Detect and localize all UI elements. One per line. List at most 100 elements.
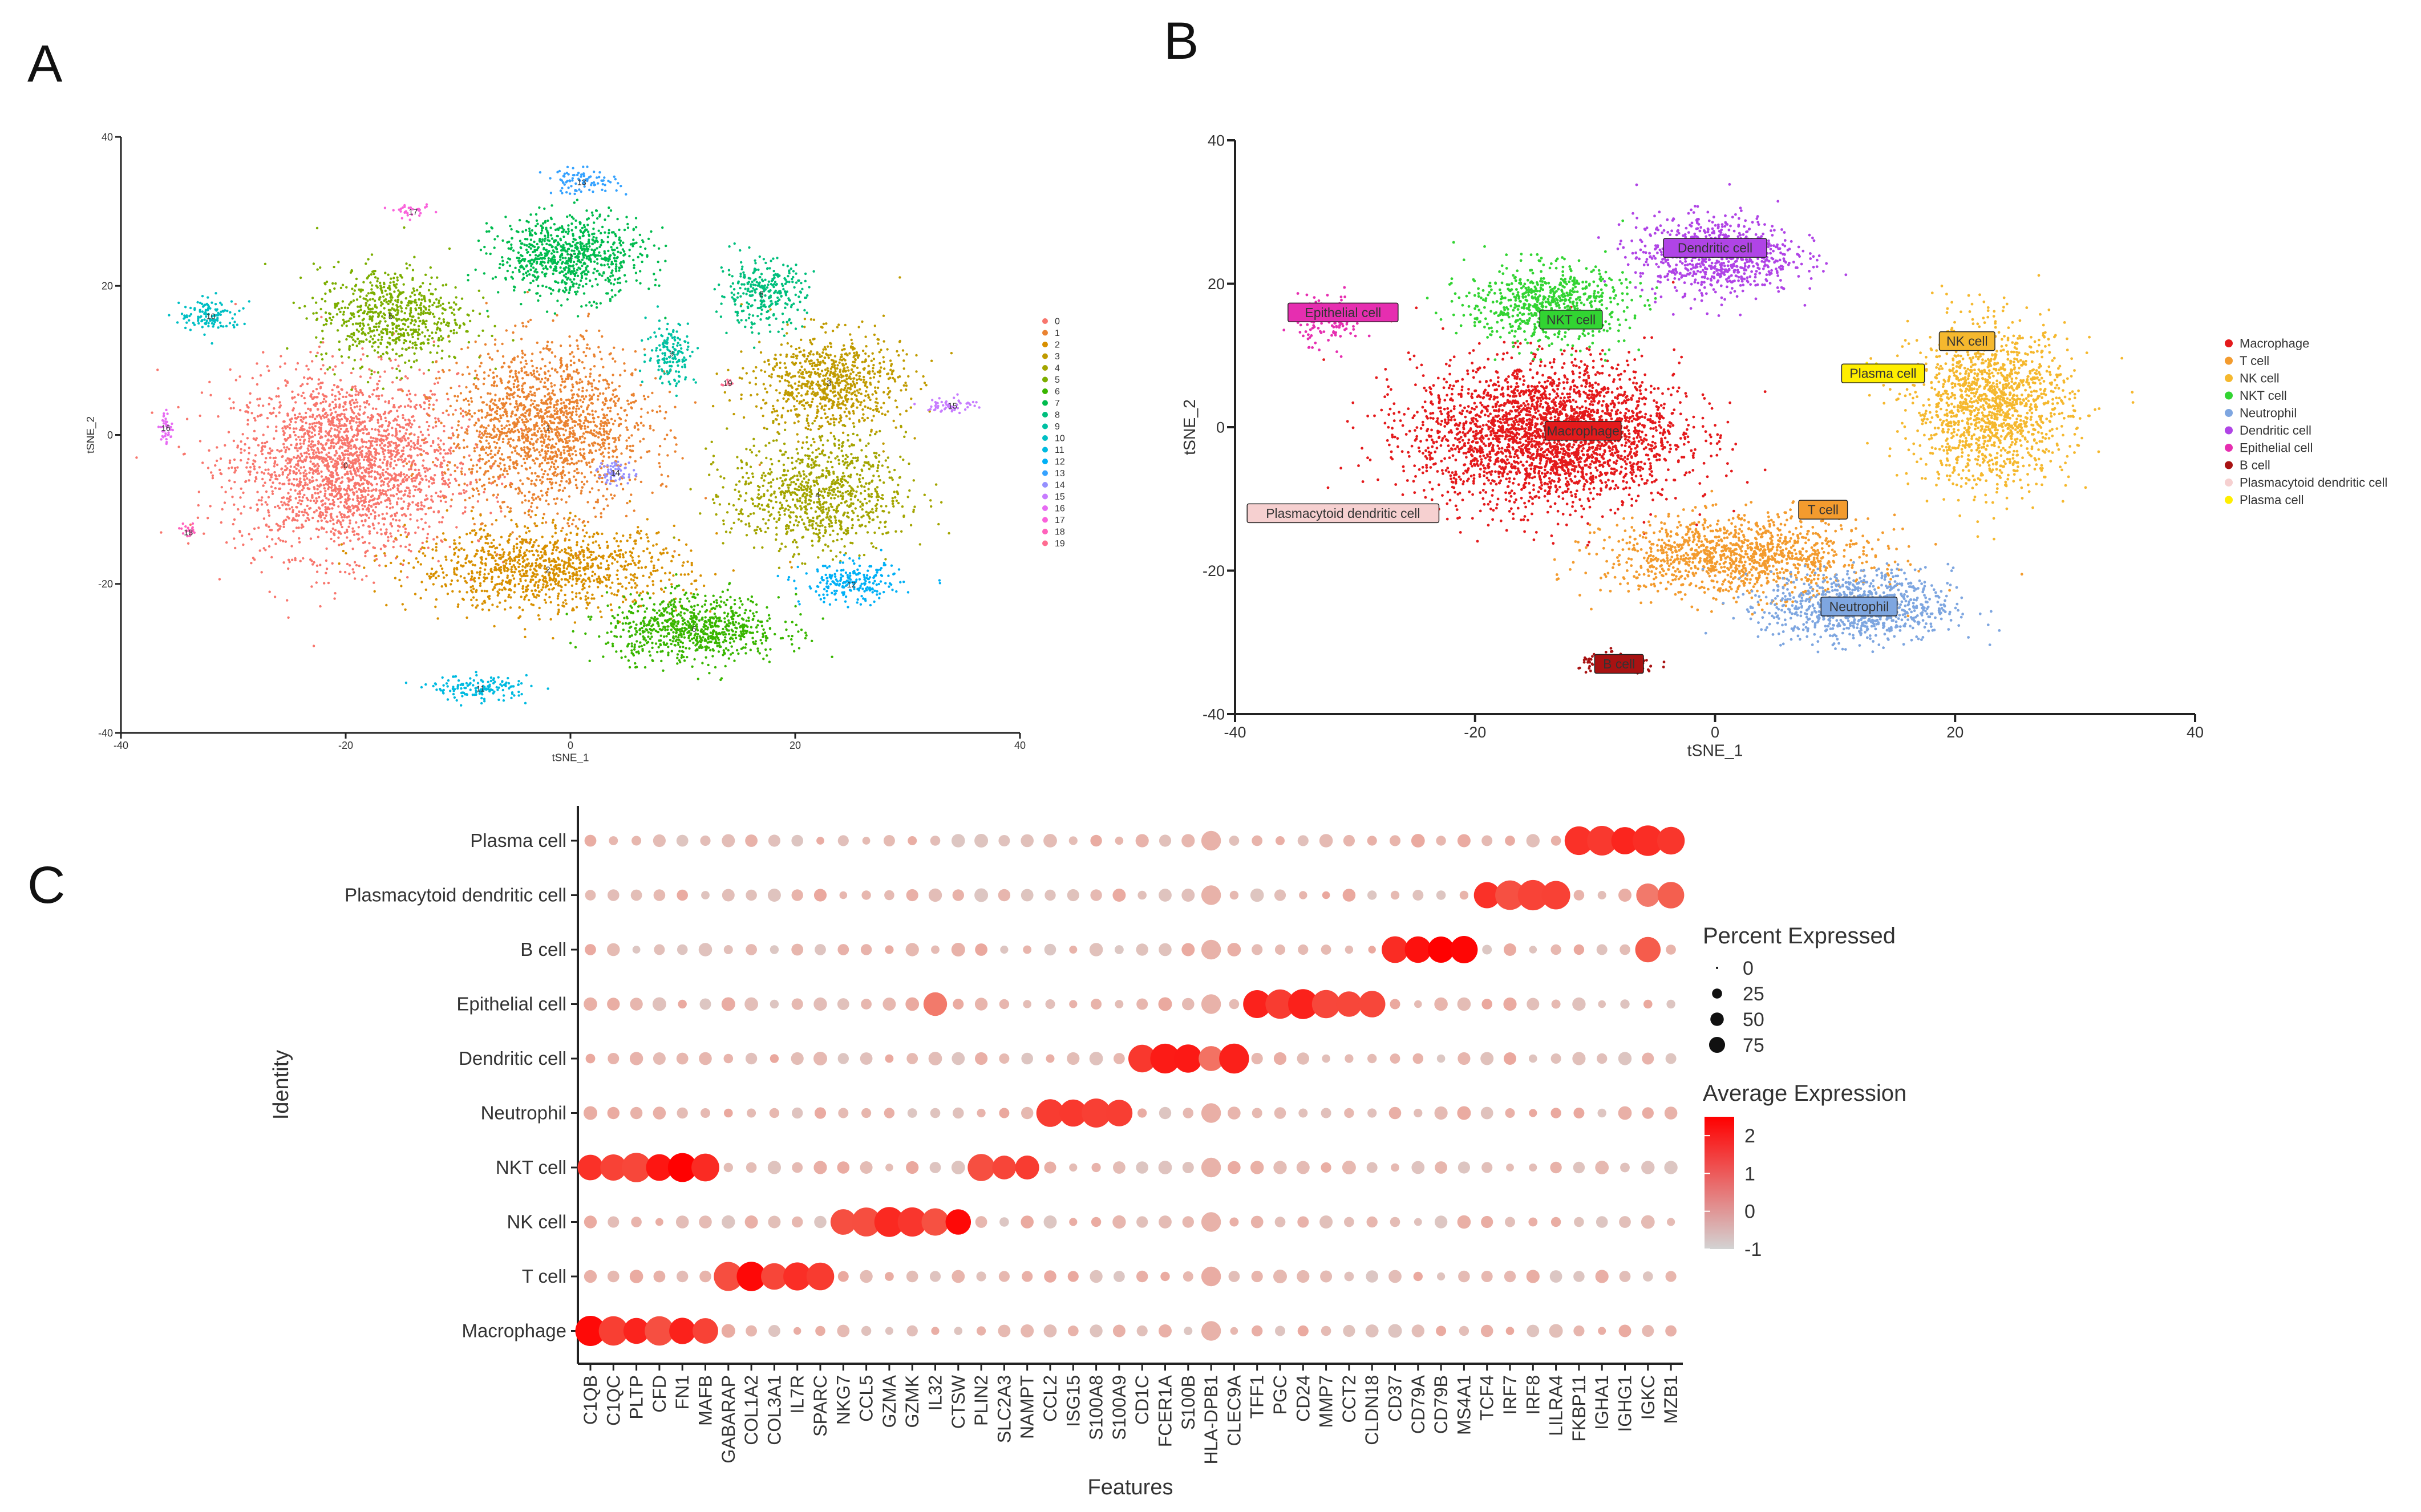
point	[357, 481, 359, 485]
point	[370, 453, 373, 456]
point	[302, 557, 305, 560]
point	[387, 400, 391, 403]
point	[265, 490, 268, 493]
point	[359, 446, 362, 449]
point	[337, 519, 340, 522]
point	[358, 414, 361, 416]
point	[371, 509, 375, 512]
point	[407, 390, 410, 392]
point	[480, 408, 483, 412]
point	[579, 420, 582, 423]
point	[599, 432, 602, 435]
point	[514, 370, 517, 372]
point	[515, 460, 518, 463]
point	[408, 421, 411, 424]
point	[473, 412, 476, 415]
point	[350, 417, 354, 420]
point	[575, 461, 578, 464]
point	[496, 441, 499, 445]
point	[298, 492, 302, 495]
point	[307, 368, 310, 371]
point	[233, 471, 236, 474]
point	[497, 564, 500, 566]
point	[464, 398, 468, 400]
point	[569, 416, 572, 419]
point	[421, 541, 424, 545]
point	[647, 395, 650, 398]
point	[319, 491, 322, 493]
point	[508, 427, 511, 431]
point	[378, 379, 380, 383]
point	[562, 414, 565, 416]
point	[532, 459, 535, 462]
point	[561, 526, 564, 530]
point	[495, 375, 499, 378]
point	[382, 483, 385, 486]
point	[209, 505, 212, 508]
point	[601, 594, 604, 598]
point	[321, 414, 325, 417]
point	[271, 492, 274, 495]
point	[586, 591, 589, 594]
point	[419, 481, 422, 484]
point	[583, 367, 586, 370]
point	[361, 504, 364, 507]
point	[366, 416, 370, 419]
point	[622, 534, 625, 537]
point	[510, 518, 513, 522]
point	[388, 473, 391, 476]
point	[342, 405, 345, 408]
point	[584, 427, 586, 430]
point	[399, 570, 403, 573]
point	[289, 465, 292, 468]
point	[609, 410, 612, 412]
point	[447, 478, 450, 481]
point	[243, 449, 246, 452]
point	[375, 483, 378, 486]
point	[456, 466, 459, 469]
point	[343, 501, 347, 504]
point	[568, 525, 570, 528]
point	[664, 571, 667, 575]
point	[303, 402, 307, 405]
point	[241, 433, 244, 436]
point	[295, 444, 298, 447]
point	[551, 588, 554, 591]
point	[477, 493, 480, 496]
point	[264, 468, 267, 471]
point	[582, 441, 585, 444]
point	[709, 610, 712, 613]
point	[556, 410, 559, 413]
point	[537, 586, 540, 589]
point	[457, 424, 460, 427]
point	[515, 403, 518, 406]
point	[492, 538, 495, 542]
point	[219, 472, 222, 475]
point	[578, 558, 581, 561]
point	[370, 505, 373, 508]
point	[541, 436, 544, 439]
point	[460, 426, 463, 429]
point	[602, 444, 605, 447]
point	[333, 484, 336, 487]
point	[560, 578, 563, 581]
point	[399, 471, 403, 474]
point	[630, 402, 633, 404]
point	[356, 499, 359, 502]
point	[303, 478, 306, 481]
point	[437, 417, 440, 420]
point	[338, 511, 341, 514]
point	[527, 427, 531, 430]
point	[268, 403, 270, 406]
point	[503, 569, 506, 571]
point	[356, 494, 359, 497]
point	[483, 550, 485, 553]
point	[389, 444, 392, 447]
point	[605, 387, 608, 390]
point	[541, 586, 544, 589]
point	[389, 502, 392, 505]
point	[576, 404, 578, 408]
point	[394, 455, 396, 459]
point	[301, 383, 304, 386]
point	[305, 451, 308, 454]
